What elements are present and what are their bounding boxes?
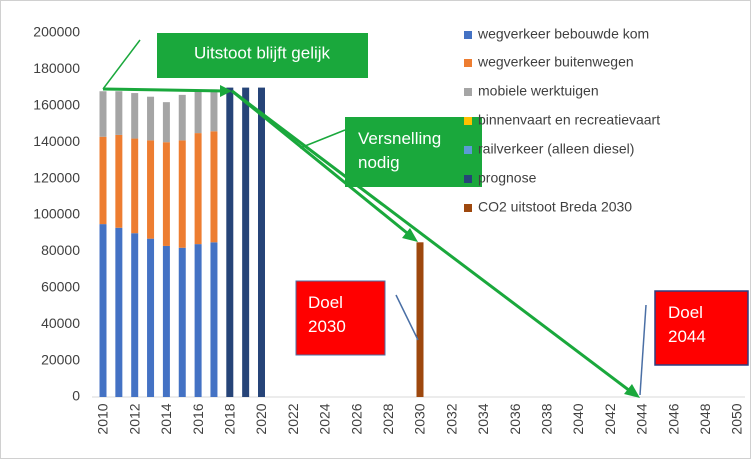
bar [194,133,202,245]
x-tick-label: 2026 [348,403,364,434]
legend-swatch [464,175,472,183]
annotation: Uitstoot blijft gelijk [194,43,331,62]
bar [210,131,218,243]
bar [242,87,250,397]
connector [395,294,419,341]
y-tick-label: 0 [72,388,80,404]
bar [210,242,218,397]
y-tick-label: 40000 [41,315,80,331]
legend-label: wegverkeer buitenwegen [477,54,634,70]
bar [115,134,123,228]
annotation-box [295,280,386,356]
x-tick-label: 2038 [539,403,555,434]
y-tick-label: 60000 [41,279,80,295]
bar [178,94,186,141]
arrowhead [402,228,418,242]
bar [194,91,202,134]
bar [99,224,107,397]
connector [102,39,141,90]
legend-label: prognose [478,170,537,186]
bar [258,87,265,397]
legend-label: binnenvaart en recreatievaart [478,112,660,128]
x-tick-label: 2024 [317,403,333,434]
x-tick-label: 2042 [602,403,618,434]
legend-swatch [464,59,472,67]
legend-swatch [464,146,472,154]
y-tick-label: 160000 [33,97,80,113]
y-tick-label: 120000 [33,169,80,185]
bar [162,245,170,397]
bar [210,89,218,132]
x-tick-label: 2032 [443,403,459,434]
annotation: Doel 2030 [308,293,346,336]
bar [131,233,139,397]
arrow [102,87,227,93]
legend-swatch [464,88,472,96]
bar [178,247,186,397]
bar [178,140,186,248]
bar [147,140,155,239]
y-tick-label: 20000 [41,351,80,367]
annotation-box [157,33,368,78]
annotation-box [654,290,749,366]
x-tick-label: 2030 [412,403,428,434]
legend-label: railverkeer (alleen diesel) [478,141,634,157]
legend-swatch [464,204,472,212]
annotations: Uitstoot blijft gelijk Versnelling nodig … [102,33,749,398]
connector [639,304,647,396]
x-tick-label: 2018 [222,403,238,434]
x-tick-label: 2044 [634,403,650,434]
bar [162,142,170,246]
bar [162,102,170,143]
annotation: Doel 2044 [668,303,706,346]
bar [99,91,107,137]
bar [131,138,139,234]
bar [131,93,139,139]
x-tick-label: 2036 [507,403,523,434]
legend-label: CO2 uitstoot Breda 2030 [478,199,632,215]
annotation: Versnelling nodig [358,129,441,172]
legend-label: mobiele werktuigen [478,83,599,99]
legend-swatch [464,117,472,125]
bar [115,91,123,135]
y-tick-label: 140000 [33,133,80,149]
legend-label: wegverkeer bebouwde kom [477,26,649,42]
y-tick-label: 200000 [33,24,80,40]
bar [194,244,202,397]
bar [147,238,155,397]
x-tick-label: 2046 [665,403,681,434]
arrowhead [220,85,232,97]
annotation-box [345,117,482,187]
bar [147,96,155,141]
x-tick-label: 2012 [126,403,142,434]
x-tick-label: 2034 [475,403,491,434]
x-tick-label: 2050 [729,403,745,434]
x-tick-label: 2020 [253,403,269,434]
bar [115,227,123,397]
bar [99,136,107,225]
connector [299,129,346,149]
x-tick-label: 2014 [158,403,174,434]
x-tick-label: 2010 [95,403,111,434]
arrow [231,89,413,239]
y-tick-label: 100000 [33,206,80,222]
x-tick-label: 2016 [190,403,206,434]
x-tick-label: 2040 [570,403,586,434]
y-tick-label: 80000 [41,242,80,258]
y-tick-label: 180000 [33,60,80,76]
x-tick-label: 2048 [697,403,713,434]
bar [226,87,234,397]
x-tick-label: 2028 [380,403,396,434]
arrowhead [624,384,640,398]
x-tick-label: 2022 [285,403,301,434]
bar [416,242,424,397]
arrow [231,89,635,396]
legend-swatch [464,31,472,39]
